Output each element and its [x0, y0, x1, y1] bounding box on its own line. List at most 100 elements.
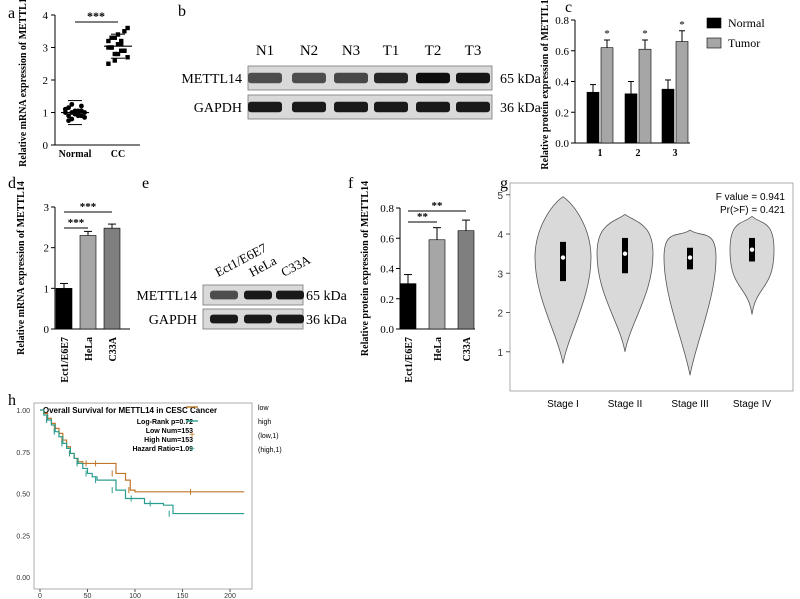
panel-letter-d: d	[8, 175, 16, 192]
legend-label: Tumor	[728, 36, 760, 50]
data-point	[115, 42, 121, 47]
lane-label: N1	[256, 43, 274, 59]
data-point	[109, 35, 114, 40]
x-tick-label: Stage III	[671, 399, 708, 410]
blot-band	[292, 72, 326, 84]
x-tick-label: 150	[177, 593, 189, 599]
y-tick-label: 1	[497, 348, 503, 359]
x-tick-label: 200	[224, 593, 236, 599]
data-point	[75, 113, 81, 119]
x-tick-label: 100	[129, 593, 141, 599]
blot-band	[456, 101, 490, 113]
y-tick-label: 0.50	[16, 492, 30, 499]
legend-label: (low,1)	[258, 433, 279, 440]
stats-text: Log-Rank p=0.72	[137, 419, 193, 426]
x-tick-label: Ect1/E6E7	[60, 337, 71, 383]
x-tick-label: 1	[598, 148, 603, 159]
data-point	[69, 101, 75, 107]
x-tick-label: Stage I	[547, 399, 579, 410]
kda-label: 36 kDa	[306, 313, 348, 328]
panel-letter-g: g	[500, 175, 508, 192]
panel-letter-f: f	[348, 175, 354, 192]
data-point	[66, 113, 71, 119]
stats-text: High Num=153	[144, 437, 193, 444]
data-point	[106, 61, 111, 66]
legend-marker: +	[189, 444, 195, 455]
significance-label: ***	[87, 9, 105, 23]
x-tick-label: HeLa	[433, 337, 444, 361]
significance-label: ***	[80, 201, 97, 213]
survival-curve-high	[40, 409, 245, 515]
data-point	[109, 45, 114, 50]
data-point	[122, 48, 127, 53]
legend-label: (high,1)	[258, 447, 282, 454]
bar	[55, 288, 73, 330]
y-tick-label: 0.4	[555, 77, 569, 89]
y-tick-label: 0.25	[16, 533, 30, 540]
violin-median	[560, 255, 566, 260]
y-tick-label: 2	[44, 243, 50, 255]
chart-title: Overall Survival for METTL14 in CESC Can…	[43, 406, 217, 415]
panel-letter-a: a	[8, 5, 15, 22]
data-point	[115, 51, 121, 57]
lane-label: N2	[300, 43, 318, 59]
kda-label: 65 kDa	[500, 72, 542, 87]
bar	[661, 88, 675, 144]
blot-band	[210, 290, 238, 300]
violin-median	[687, 255, 693, 260]
significance-label: ***	[68, 217, 85, 229]
panel-c-bar: 0.0 0.2 0.4 0.6 0.8 Relative protein expressi…	[540, 0, 765, 170]
blot-band	[248, 101, 282, 113]
data-point	[122, 29, 127, 34]
panel-letter-b: b	[178, 3, 186, 20]
y-tick-label: 3	[44, 202, 50, 214]
legend-swatch	[706, 17, 722, 29]
violin-body	[729, 215, 775, 315]
y-tick-label: 0.8	[555, 15, 569, 27]
y-axis-label: Relative mRNA expression of METTL14	[16, 181, 27, 355]
blot-band	[456, 72, 490, 84]
protein-label: GAPDH	[149, 313, 197, 328]
x-tick-label: CC	[111, 149, 125, 160]
y-tick-label: 2	[43, 75, 49, 87]
data-point	[112, 51, 117, 57]
y-tick-label: 0.8	[380, 203, 394, 215]
y-tick-label: 0.6	[555, 46, 569, 58]
blot-band	[416, 72, 450, 84]
bar	[586, 91, 600, 144]
blot-band	[276, 290, 304, 300]
y-tick-label: 0	[44, 324, 50, 336]
x-tick-label: Stage IV	[733, 399, 772, 410]
significance-label: **	[417, 211, 429, 223]
significance-label: *	[604, 28, 610, 40]
legend-swatch	[706, 37, 722, 49]
blot-band	[374, 72, 408, 84]
bar	[624, 93, 638, 144]
y-tick-label: 0.4	[380, 264, 394, 276]
y-tick-label: 0.2	[555, 107, 569, 119]
y-tick-label: 2	[497, 309, 503, 320]
blot-band	[276, 314, 304, 324]
y-axis-label: Relative protein expression of METTL14	[360, 181, 371, 356]
stats-text: Hazard Ratio=1.09	[133, 446, 194, 453]
y-tick-label: 1	[43, 108, 49, 120]
significance-label: *	[679, 19, 685, 31]
blot-band	[334, 101, 368, 113]
legend-marker: +	[189, 430, 195, 441]
bar	[457, 230, 475, 330]
blot-band	[244, 314, 272, 324]
stats-text: F value = 0.941	[716, 192, 786, 203]
x-tick-label: HeLa	[84, 337, 95, 361]
blot-band	[334, 72, 368, 84]
x-tick-label: 2	[636, 148, 641, 159]
x-tick-label: 50	[84, 593, 92, 599]
y-tick-label: 4	[497, 230, 503, 241]
data-point	[112, 58, 117, 63]
panel-letter-e: e	[142, 175, 149, 192]
y-tick-label: 0.6	[380, 233, 394, 245]
legend-label: low	[258, 405, 269, 412]
violin-body	[596, 213, 654, 352]
y-axis-label: Relative mRNA expression of METTL14	[18, 0, 29, 167]
blot-band	[374, 101, 408, 113]
